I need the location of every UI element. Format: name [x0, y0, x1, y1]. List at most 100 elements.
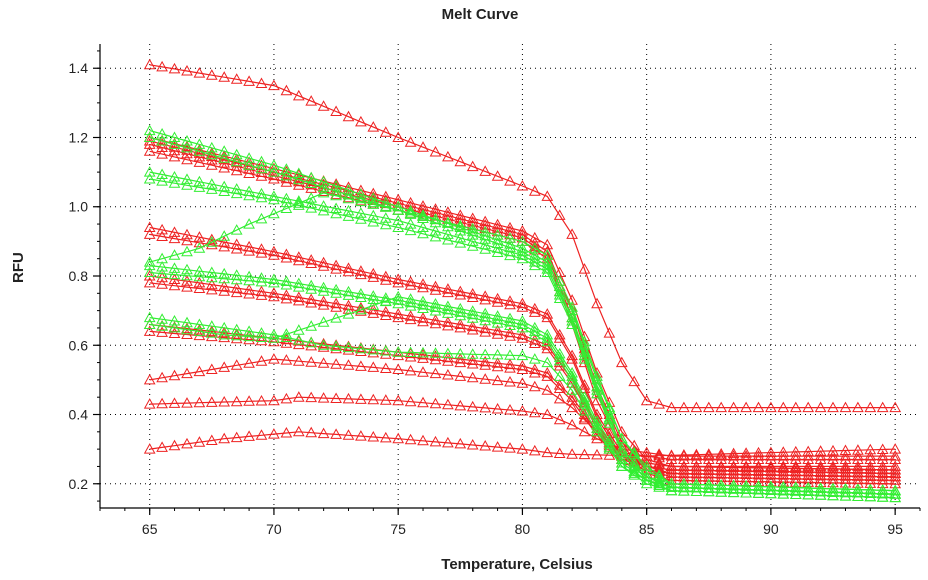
data-point-marker [876, 453, 889, 464]
data-point-marker [317, 299, 330, 310]
data-point-marker [516, 179, 529, 191]
data-point-marker [243, 325, 255, 336]
data-point-marker [839, 450, 852, 461]
data-point-marker [280, 169, 293, 181]
data-point-marker [454, 321, 467, 333]
data-point-marker [205, 153, 218, 165]
x-tick-label: 85 [639, 521, 655, 537]
data-point-marker [690, 481, 703, 493]
data-point-marker [653, 448, 665, 459]
data-point-marker [553, 382, 566, 393]
data-point-marker [504, 298, 516, 310]
data-point-marker [268, 353, 280, 364]
y-axis-label: RFU [10, 252, 27, 283]
data-point-marker [566, 366, 578, 378]
x-tick-label: 65 [142, 521, 158, 537]
data-point-marker [466, 240, 479, 251]
data-point-marker [280, 354, 293, 365]
data-point-marker [143, 325, 156, 336]
data-point-marker [379, 274, 392, 285]
data-point-marker [243, 159, 255, 170]
data-point-marker [553, 392, 566, 404]
data-point-marker [143, 269, 156, 281]
data-point-marker [541, 408, 554, 419]
data-point-marker [168, 268, 181, 280]
data-point-marker [429, 213, 442, 225]
data-point-marker [802, 453, 815, 464]
data-point-marker [516, 314, 529, 326]
data-point-marker [678, 478, 690, 489]
data-point-marker [255, 334, 268, 346]
data-point-marker [330, 105, 342, 116]
series-line [149, 140, 896, 478]
data-point-marker [255, 191, 268, 203]
data-point-marker [715, 450, 728, 461]
data-point-marker [740, 483, 752, 494]
data-point-marker [305, 339, 318, 351]
data-point-marker [814, 469, 827, 481]
data-point-marker [193, 325, 206, 336]
data-point-marker [454, 347, 467, 359]
data-point-marker [355, 291, 367, 302]
chart-title: Melt Curve [441, 6, 519, 23]
data-point-marker [392, 276, 405, 288]
data-point-marker [255, 155, 268, 167]
data-point-marker [392, 346, 405, 357]
data-point-marker [429, 397, 442, 409]
data-point-marker [255, 355, 268, 366]
data-point-marker [330, 188, 342, 200]
data-point-marker [143, 276, 156, 288]
data-point-marker [876, 477, 889, 489]
data-point-marker [889, 460, 902, 471]
data-point-marker [205, 283, 218, 295]
data-point-marker [442, 368, 454, 380]
data-point-marker [243, 430, 255, 441]
data-point-marker [268, 335, 280, 347]
data-point-marker [367, 346, 380, 358]
data-point-marker [292, 334, 305, 345]
data-point-marker [379, 212, 392, 223]
data-point-marker [218, 331, 231, 343]
data-point-marker [740, 450, 752, 461]
data-point-marker [255, 429, 268, 440]
data-point-marker [193, 150, 206, 162]
data-point-marker [355, 195, 367, 207]
data-point-marker [168, 279, 181, 291]
data-point-marker [466, 312, 479, 323]
data-point-marker [417, 221, 429, 232]
data-point-marker [802, 401, 815, 413]
y-tick-label: 0.4 [69, 407, 89, 423]
data-point-marker [317, 181, 330, 192]
data-point-marker [255, 289, 268, 300]
data-point-marker [765, 480, 777, 492]
data-point-marker [752, 453, 765, 464]
data-point-marker [566, 373, 578, 385]
data-point-marker [268, 249, 280, 260]
data-point-marker [615, 446, 628, 458]
data-point-marker [205, 266, 218, 277]
data-point-marker [690, 478, 703, 489]
data-point-marker [392, 297, 405, 309]
data-point-marker [280, 196, 293, 208]
data-point-marker [864, 490, 877, 502]
data-point-marker [553, 413, 566, 425]
data-point-marker [355, 393, 367, 404]
data-point-marker [628, 375, 641, 387]
data-point-marker [727, 453, 740, 464]
data-point-marker [827, 482, 839, 494]
series-red-1 [143, 58, 902, 413]
data-point-marker [305, 283, 318, 294]
data-point-marker [218, 285, 231, 296]
data-point-marker [230, 359, 243, 370]
data-point-marker [504, 312, 516, 324]
data-point-marker [292, 197, 305, 208]
data-point-marker [143, 259, 156, 271]
series-red-12 [143, 353, 902, 464]
data-point-marker [156, 134, 168, 146]
data-point-marker [342, 110, 355, 122]
data-point-marker [442, 319, 454, 331]
data-point-marker [193, 282, 206, 293]
data-point-marker [591, 387, 603, 399]
data-point-marker [665, 467, 678, 478]
